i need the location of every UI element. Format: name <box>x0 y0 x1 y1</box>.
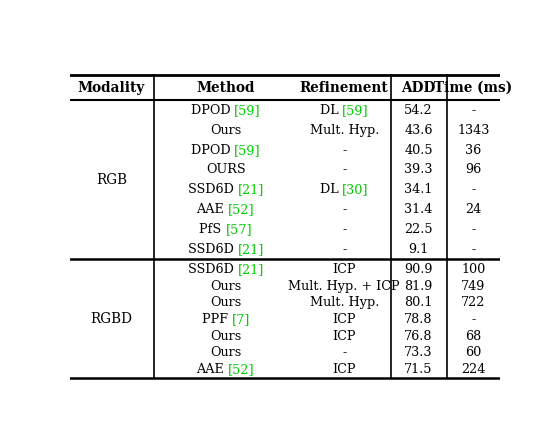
Text: 1343: 1343 <box>457 124 490 137</box>
Text: -: - <box>471 223 475 236</box>
Text: -: - <box>471 183 475 196</box>
Text: -: - <box>342 243 346 256</box>
Text: DL: DL <box>320 104 342 117</box>
Text: [7]: [7] <box>231 313 250 326</box>
Text: ADD: ADD <box>401 80 436 95</box>
Text: 54.2: 54.2 <box>404 104 433 117</box>
Text: AAE: AAE <box>196 363 229 376</box>
Text: 73.3: 73.3 <box>404 346 433 359</box>
Text: 9.1: 9.1 <box>409 243 429 256</box>
Text: DL: DL <box>320 183 342 196</box>
Text: RGB: RGB <box>96 173 127 187</box>
Text: 96: 96 <box>465 164 481 177</box>
Text: 224: 224 <box>461 363 485 376</box>
Text: [59]: [59] <box>234 144 261 157</box>
Text: Method: Method <box>196 80 255 95</box>
Text: [21]: [21] <box>237 263 264 276</box>
Text: ICP: ICP <box>332 313 356 326</box>
Text: Ours: Ours <box>210 279 241 293</box>
Text: 60: 60 <box>465 346 481 359</box>
Text: -: - <box>342 346 346 359</box>
Text: Ours: Ours <box>210 330 241 342</box>
Text: -: - <box>342 164 346 177</box>
Text: DPOD: DPOD <box>191 144 234 157</box>
Text: AAE: AAE <box>196 203 229 216</box>
Text: Refinement: Refinement <box>300 80 389 95</box>
Text: -: - <box>342 203 346 216</box>
Text: [30]: [30] <box>342 183 369 196</box>
Text: Mult. Hyp. + ICP: Mult. Hyp. + ICP <box>289 279 400 293</box>
Text: 39.3: 39.3 <box>404 164 433 177</box>
Text: [59]: [59] <box>342 104 369 117</box>
Text: [52]: [52] <box>229 363 255 376</box>
Text: 90.9: 90.9 <box>404 263 433 276</box>
Text: 34.1: 34.1 <box>404 183 433 196</box>
Text: Time (ms): Time (ms) <box>434 80 513 95</box>
Text: -: - <box>342 144 346 157</box>
Text: 749: 749 <box>461 279 485 293</box>
Text: -: - <box>471 104 475 117</box>
Text: -: - <box>471 313 475 326</box>
Text: 78.8: 78.8 <box>404 313 433 326</box>
Text: 22.5: 22.5 <box>404 223 433 236</box>
Text: 31.4: 31.4 <box>404 203 433 216</box>
Text: PfS: PfS <box>200 223 225 236</box>
Text: SSD6D: SSD6D <box>187 243 237 256</box>
Text: -: - <box>342 223 346 236</box>
Text: Mult. Hyp.: Mult. Hyp. <box>310 296 379 309</box>
Text: PPF: PPF <box>201 313 231 326</box>
Text: 100: 100 <box>461 263 485 276</box>
Text: ICP: ICP <box>332 263 356 276</box>
Text: Ours: Ours <box>210 346 241 359</box>
Text: 24: 24 <box>465 203 481 216</box>
Text: [21]: [21] <box>237 243 264 256</box>
Text: 71.5: 71.5 <box>404 363 433 376</box>
Text: 68: 68 <box>465 330 481 342</box>
Text: 40.5: 40.5 <box>404 144 433 157</box>
Text: OURS: OURS <box>206 164 246 177</box>
Text: 722: 722 <box>461 296 485 309</box>
Text: ICP: ICP <box>332 363 356 376</box>
Text: RGBD: RGBD <box>91 312 132 326</box>
Text: 80.1: 80.1 <box>404 296 433 309</box>
Text: 36: 36 <box>465 144 481 157</box>
Text: [21]: [21] <box>237 183 264 196</box>
Text: Ours: Ours <box>210 296 241 309</box>
Text: 76.8: 76.8 <box>404 330 433 342</box>
Text: SSD6D: SSD6D <box>187 183 237 196</box>
Text: [52]: [52] <box>229 203 255 216</box>
Text: DPOD: DPOD <box>191 104 234 117</box>
Text: Ours: Ours <box>210 124 241 137</box>
Text: [57]: [57] <box>225 223 252 236</box>
Text: [59]: [59] <box>234 104 261 117</box>
Text: 81.9: 81.9 <box>404 279 433 293</box>
Text: -: - <box>471 243 475 256</box>
Text: ICP: ICP <box>332 330 356 342</box>
Text: SSD6D: SSD6D <box>187 263 237 276</box>
Text: Mult. Hyp.: Mult. Hyp. <box>310 124 379 137</box>
Text: 43.6: 43.6 <box>404 124 433 137</box>
Text: Modality: Modality <box>78 80 145 95</box>
